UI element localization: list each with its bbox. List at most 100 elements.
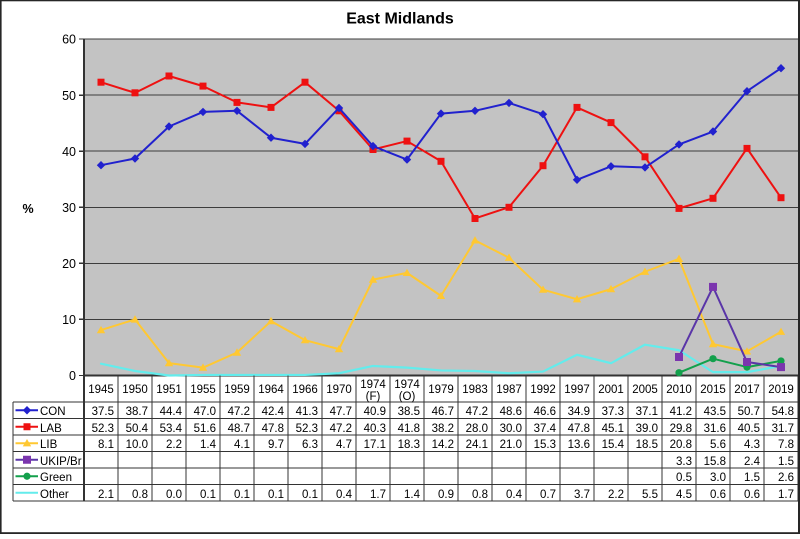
svg-text:18.5: 18.5 xyxy=(636,439,658,451)
svg-text:50.4: 50.4 xyxy=(126,423,149,435)
svg-text:40: 40 xyxy=(62,145,76,159)
svg-text:1.5: 1.5 xyxy=(778,456,794,468)
svg-text:40.9: 40.9 xyxy=(364,406,386,418)
svg-text:0.0: 0.0 xyxy=(166,489,182,501)
svg-text:4.7: 4.7 xyxy=(336,439,352,451)
svg-text:14.2: 14.2 xyxy=(432,439,454,451)
svg-text:38.5: 38.5 xyxy=(398,406,420,418)
svg-text:6.3: 6.3 xyxy=(302,439,318,451)
svg-text:2.6: 2.6 xyxy=(778,472,794,484)
svg-text:47.8: 47.8 xyxy=(568,423,590,435)
svg-text:2005: 2005 xyxy=(632,384,658,396)
svg-text:31.6: 31.6 xyxy=(704,423,726,435)
svg-text:1979: 1979 xyxy=(428,384,454,396)
svg-text:37.5: 37.5 xyxy=(92,406,114,418)
svg-text:17.1: 17.1 xyxy=(364,439,386,451)
svg-text:%: % xyxy=(22,202,33,216)
svg-text:46.6: 46.6 xyxy=(534,406,556,418)
svg-text:18.3: 18.3 xyxy=(398,439,420,451)
svg-text:0.6: 0.6 xyxy=(710,489,726,501)
svg-text:1964: 1964 xyxy=(258,384,284,396)
svg-text:50: 50 xyxy=(62,89,76,103)
svg-text:2.2: 2.2 xyxy=(608,489,624,501)
svg-text:2015: 2015 xyxy=(700,384,726,396)
svg-text:1997: 1997 xyxy=(564,384,590,396)
svg-text:37.4: 37.4 xyxy=(534,423,557,435)
svg-text:1955: 1955 xyxy=(190,384,216,396)
svg-text:13.6: 13.6 xyxy=(568,439,590,451)
svg-text:10: 10 xyxy=(62,313,76,327)
svg-text:1983: 1983 xyxy=(462,384,488,396)
svg-text:1950: 1950 xyxy=(122,384,148,396)
svg-text:54.8: 54.8 xyxy=(772,406,794,418)
svg-text:28.0: 28.0 xyxy=(466,423,488,435)
svg-text:2019: 2019 xyxy=(768,384,794,396)
svg-text:4.5: 4.5 xyxy=(676,489,692,501)
svg-text:47.0: 47.0 xyxy=(194,406,216,418)
svg-text:45.1: 45.1 xyxy=(602,423,624,435)
svg-text:0.5: 0.5 xyxy=(676,472,692,484)
svg-text:39.0: 39.0 xyxy=(636,423,658,435)
svg-text:51.6: 51.6 xyxy=(194,423,216,435)
svg-text:15.8: 15.8 xyxy=(704,456,726,468)
svg-text:0.6: 0.6 xyxy=(744,489,760,501)
svg-text:3.0: 3.0 xyxy=(710,472,726,484)
svg-text:0.8: 0.8 xyxy=(132,489,148,501)
svg-text:0.4: 0.4 xyxy=(506,489,523,501)
svg-text:0.1: 0.1 xyxy=(234,489,250,501)
svg-text:4.1: 4.1 xyxy=(234,439,250,451)
svg-text:0.8: 0.8 xyxy=(472,489,488,501)
svg-text:UKIP/Br: UKIP/Br xyxy=(40,456,82,468)
svg-text:1951: 1951 xyxy=(156,384,182,396)
svg-text:Green: Green xyxy=(40,472,72,484)
svg-text:48.6: 48.6 xyxy=(500,406,522,418)
svg-text:48.7: 48.7 xyxy=(228,423,250,435)
svg-text:30: 30 xyxy=(62,201,76,215)
svg-text:1.4: 1.4 xyxy=(404,489,421,501)
svg-text:(O): (O) xyxy=(399,391,416,403)
svg-text:20.8: 20.8 xyxy=(670,439,692,451)
svg-text:34.9: 34.9 xyxy=(568,406,590,418)
svg-text:41.3: 41.3 xyxy=(296,406,318,418)
svg-text:8.1: 8.1 xyxy=(98,439,114,451)
svg-text:CON: CON xyxy=(40,406,66,418)
svg-text:0.1: 0.1 xyxy=(302,489,318,501)
svg-text:1987: 1987 xyxy=(496,384,522,396)
svg-text:1.7: 1.7 xyxy=(778,489,794,501)
svg-text:1.5: 1.5 xyxy=(744,472,760,484)
svg-text:52.3: 52.3 xyxy=(92,423,114,435)
svg-text:1970: 1970 xyxy=(326,384,352,396)
svg-text:47.2: 47.2 xyxy=(330,423,352,435)
svg-text:41.2: 41.2 xyxy=(670,406,692,418)
svg-text:0.9: 0.9 xyxy=(438,489,454,501)
svg-text:47.8: 47.8 xyxy=(262,423,284,435)
svg-text:1.4: 1.4 xyxy=(200,439,217,451)
svg-text:LAB: LAB xyxy=(40,423,62,435)
svg-text:43.5: 43.5 xyxy=(704,406,726,418)
svg-text:30.0: 30.0 xyxy=(500,423,522,435)
svg-text:15.4: 15.4 xyxy=(602,439,625,451)
svg-text:38.2: 38.2 xyxy=(432,423,454,435)
svg-text:1959: 1959 xyxy=(224,384,250,396)
svg-text:0.7: 0.7 xyxy=(540,489,556,501)
svg-text:3.7: 3.7 xyxy=(574,489,590,501)
svg-text:East Midlands: East Midlands xyxy=(346,11,454,28)
svg-text:47.2: 47.2 xyxy=(228,406,250,418)
svg-text:42.4: 42.4 xyxy=(262,406,285,418)
svg-text:5.5: 5.5 xyxy=(642,489,658,501)
svg-text:2010: 2010 xyxy=(666,384,692,396)
svg-text:15.3: 15.3 xyxy=(534,439,556,451)
svg-text:21.0: 21.0 xyxy=(500,439,522,451)
svg-text:2.2: 2.2 xyxy=(166,439,182,451)
svg-text:44.4: 44.4 xyxy=(160,406,183,418)
svg-text:1992: 1992 xyxy=(530,384,556,396)
svg-text:38.7: 38.7 xyxy=(126,406,148,418)
svg-text:60: 60 xyxy=(62,33,76,47)
svg-text:2.1: 2.1 xyxy=(98,489,114,501)
svg-text:24.1: 24.1 xyxy=(466,439,488,451)
svg-text:1974: 1974 xyxy=(360,379,386,391)
svg-text:0: 0 xyxy=(69,369,76,383)
svg-text:20: 20 xyxy=(62,257,76,271)
svg-text:29.8: 29.8 xyxy=(670,423,692,435)
svg-text:40.5: 40.5 xyxy=(738,423,760,435)
